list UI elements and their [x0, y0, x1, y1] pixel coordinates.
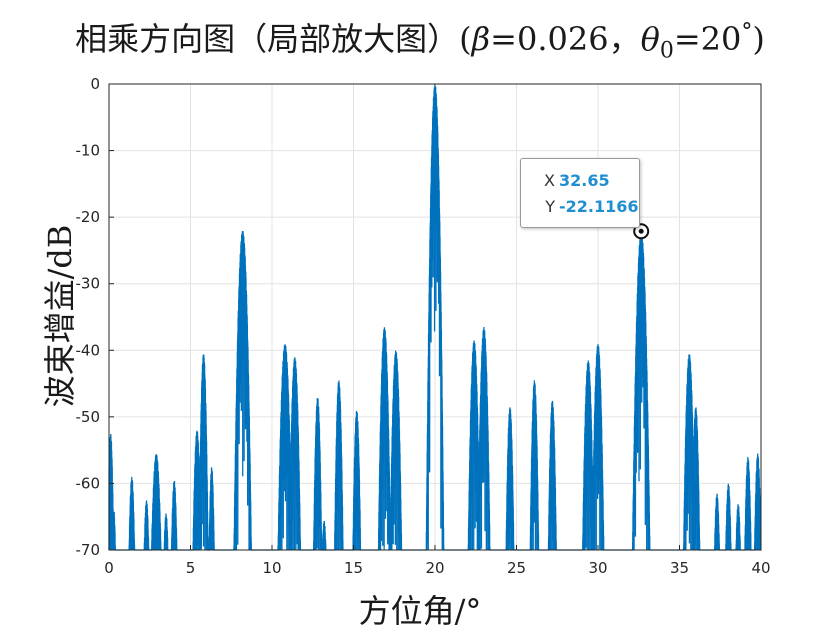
x-axis-label: 方位角/°	[358, 592, 482, 630]
y-tick-label: -70	[76, 541, 101, 559]
datatip-y-value: -22.1166	[559, 197, 639, 216]
x-tick-label: 25	[507, 559, 526, 577]
chart-title: 相乘方向图（局部放大图）(β=0.026，θ0=20°)	[75, 19, 765, 64]
x-tick-label: 35	[670, 559, 689, 577]
x-tick-label: 15	[344, 559, 363, 577]
tick-labels: 0 5 10 15 20 25 30 35 40 0 -10 -20 -30 -40 -50 -60 -70	[76, 75, 771, 577]
x-tick-label: 5	[186, 559, 196, 577]
y-tick-label: -20	[76, 208, 101, 226]
x-tick-label: 0	[104, 559, 114, 577]
datatip-y-key: Y	[545, 197, 555, 216]
x-tick-label: 20	[425, 559, 444, 577]
x-tick-label: 30	[588, 559, 607, 577]
datatip-x-key: X	[544, 171, 555, 190]
y-tick-label: -50	[76, 408, 101, 426]
x-tick-label: 10	[262, 559, 281, 577]
y-tick-label: -30	[76, 275, 101, 293]
x-tick-label: 40	[751, 559, 770, 577]
datatip-x-value: 32.65	[559, 171, 610, 190]
y-tick-label: -10	[76, 142, 101, 160]
y-tick-label: -60	[76, 474, 101, 492]
datatip-dot	[638, 228, 644, 234]
y-axis-label: 波束增益/dB	[41, 224, 79, 408]
datatip-box[interactable]: X 32.65 Y -22.1166	[520, 158, 640, 228]
y-tick-label: 0	[90, 75, 100, 93]
y-tick-label: -40	[76, 341, 101, 359]
